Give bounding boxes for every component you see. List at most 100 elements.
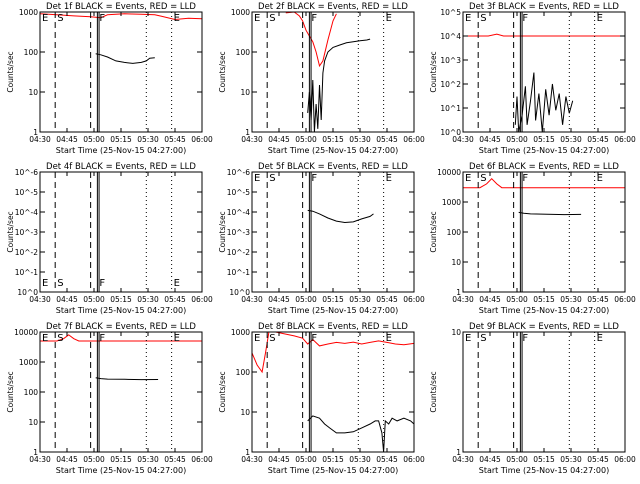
panel-title: Det 6f BLACK = Events, RED = LLD — [469, 162, 619, 172]
x-tick-label: 05:30 — [560, 455, 582, 464]
plot-frame — [251, 331, 415, 453]
marker-label: F — [522, 333, 528, 344]
plot-frame — [462, 331, 626, 453]
x-tick-label: 04:30 — [241, 455, 263, 464]
y-tick-label: 10^0 — [17, 288, 38, 297]
y-axis-label: Counts/sec — [429, 211, 438, 252]
y-axis-label: Counts/sec — [429, 371, 438, 412]
marker-label: E — [174, 13, 180, 24]
y-tick-label: 10^-4 — [15, 208, 39, 217]
y-tick-label: 10000 — [437, 168, 461, 177]
x-axis-label: Start Time (25-Nov-15 04:27:00) — [479, 306, 609, 315]
marker-label: S — [57, 278, 63, 289]
plot-frame — [39, 11, 203, 133]
x-tick-label: 05:45 — [376, 455, 398, 464]
y-axis-label: Counts/sec — [218, 371, 227, 412]
events-series-line — [307, 415, 415, 453]
y-tick-label: 10^-5 — [227, 188, 251, 197]
x-tick-label: 04:30 — [29, 295, 51, 304]
x-tick-label: 04:30 — [29, 135, 51, 144]
marker-label: E — [597, 173, 603, 184]
x-tick-label: 05:15 — [110, 295, 132, 304]
x-axis-label: Start Time (25-Nov-15 04:27:00) — [268, 466, 398, 475]
y-tick-label: 10000 — [14, 328, 38, 337]
plot-frame — [462, 171, 626, 293]
y-axis-label: Counts/sec — [6, 371, 15, 412]
marker-label: E — [386, 13, 392, 24]
y-tick-label: 1 — [245, 448, 250, 457]
y-tick-label: 10^-5 — [15, 188, 39, 197]
x-tick-label: 06:00 — [614, 455, 636, 464]
y-axis-label: Counts/sec — [218, 211, 227, 252]
x-tick-label: 05:00 — [506, 455, 528, 464]
plot-frame — [39, 331, 203, 453]
events-series-line — [518, 211, 582, 216]
marker-label: E — [174, 333, 180, 344]
y-tick-label: 10 — [28, 418, 38, 427]
x-tick-label: 05:45 — [164, 295, 186, 304]
y-tick-label: 100 — [447, 228, 462, 237]
marker-label: F — [522, 173, 528, 184]
y-axis-label: Counts/sec — [6, 211, 15, 252]
y-tick-label: 10^-2 — [15, 248, 39, 257]
marker-label: E — [254, 173, 260, 184]
y-tick-label: 10^-6 — [227, 168, 251, 177]
x-tick-label: 04:45 — [268, 135, 290, 144]
x-axis-label: Start Time (25-Nov-15 04:27:00) — [479, 466, 609, 475]
y-tick-label: 10 — [240, 88, 250, 97]
x-tick-label: 05:45 — [376, 135, 398, 144]
marker-label: F — [99, 333, 105, 344]
x-tick-label: 05:30 — [560, 135, 582, 144]
marker-label: S — [480, 13, 486, 24]
y-tick-label: 100 — [24, 48, 39, 57]
x-tick-label: 04:45 — [479, 455, 501, 464]
x-tick-label: 05:45 — [587, 135, 609, 144]
x-tick-label: 04:30 — [452, 455, 474, 464]
events-series-line — [307, 38, 371, 133]
x-tick-label: 04:30 — [241, 135, 263, 144]
marker-label: F — [311, 333, 317, 344]
x-tick-label: 04:30 — [29, 455, 51, 464]
y-tick-label: 10^-1 — [227, 268, 251, 277]
marker-label: E — [465, 333, 471, 344]
x-tick-label: 04:45 — [268, 295, 290, 304]
x-tick-label: 04:45 — [56, 295, 78, 304]
events-series-line — [514, 72, 574, 133]
x-tick-label: 05:15 — [533, 135, 555, 144]
events-series-line — [307, 209, 374, 224]
panel-title: Det 2f BLACK = Events, RED = LLD — [258, 2, 408, 12]
marker-label: F — [311, 13, 317, 24]
x-tick-label: 05:30 — [137, 135, 159, 144]
panel-title: Det 9f BLACK = Events, RED = LLD — [469, 322, 619, 332]
marker-label: E — [465, 173, 471, 184]
panel-title: Det 8f BLACK = Events, RED = LLD — [258, 322, 408, 332]
marker-label: S — [269, 13, 275, 24]
x-tick-label: 05:00 — [295, 455, 317, 464]
events-series-line — [95, 53, 155, 64]
y-axis-label: Counts/sec — [6, 51, 15, 92]
x-tick-label: 05:30 — [560, 295, 582, 304]
marker-label: F — [311, 173, 317, 184]
y-tick-label: 1000 — [19, 358, 38, 367]
marker-label: S — [480, 173, 486, 184]
y-axis-label: Counts/sec — [429, 51, 438, 92]
x-tick-label: 05:00 — [83, 455, 105, 464]
x-tick-label: 05:15 — [322, 295, 344, 304]
x-tick-label: 06:00 — [191, 295, 213, 304]
plot-frame — [251, 171, 415, 293]
x-tick-label: 06:00 — [191, 455, 213, 464]
panel-title: Det 4f BLACK = Events, RED = LLD — [46, 162, 196, 172]
x-axis-label: Start Time (25-Nov-15 04:27:00) — [56, 466, 186, 475]
x-tick-label: 06:00 — [191, 135, 213, 144]
marker-label: S — [269, 173, 275, 184]
marker-label: E — [42, 278, 48, 289]
y-tick-label: 100 — [24, 388, 39, 397]
panel-title: Det 7f BLACK = Events, RED = LLD — [46, 322, 196, 332]
y-tick-label: 1 — [245, 128, 250, 137]
y-tick-label: 10 — [451, 328, 461, 337]
